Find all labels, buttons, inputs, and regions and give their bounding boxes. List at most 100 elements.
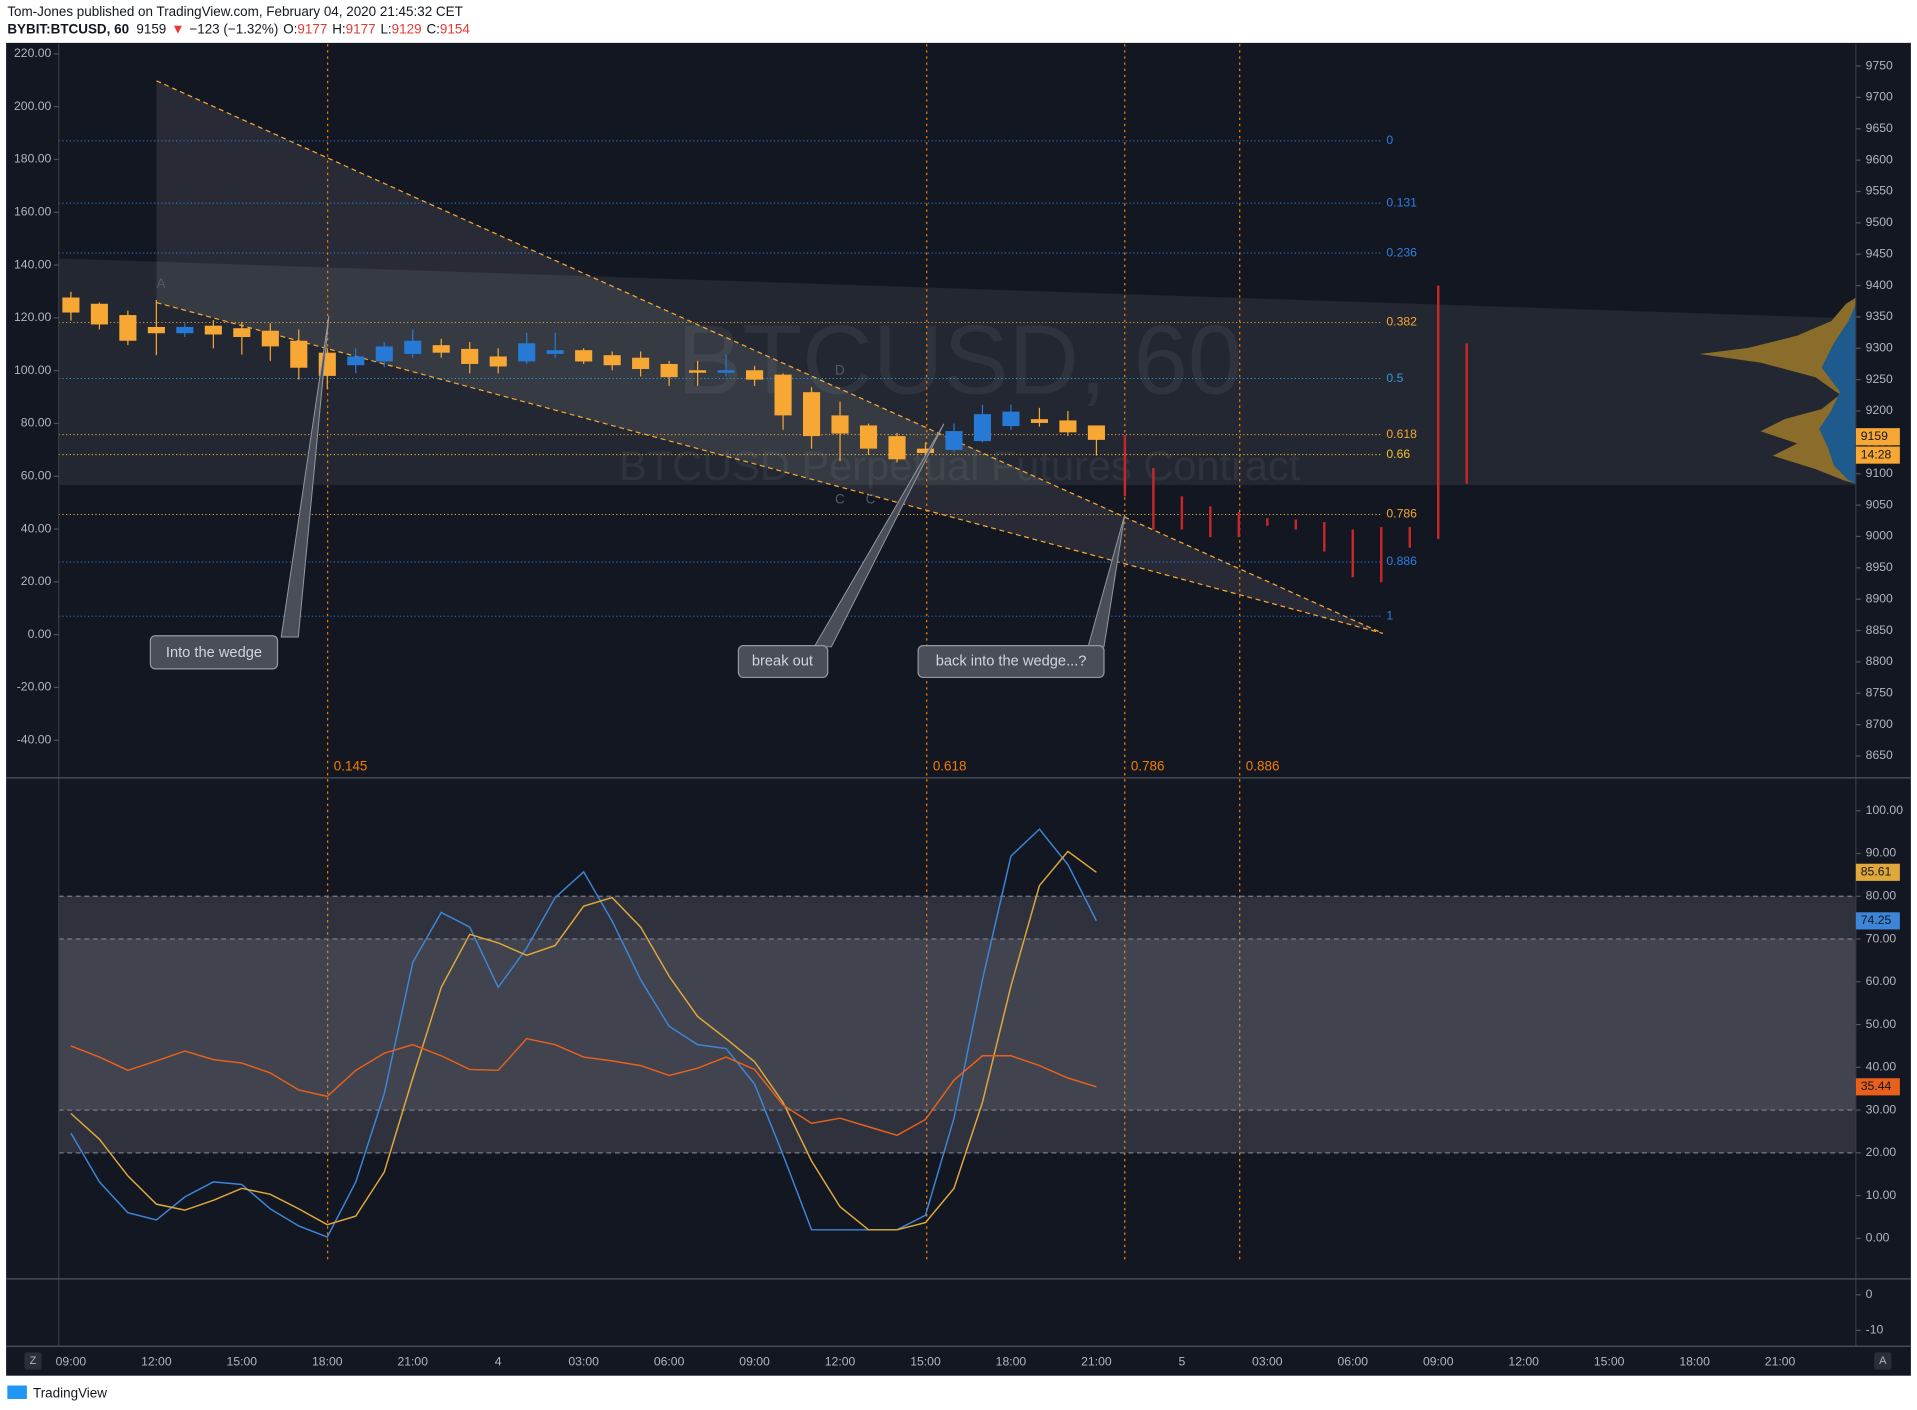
x-tick-label: 09:00: [56, 1354, 87, 1368]
last-value-label: 85.61: [1861, 865, 1892, 879]
y-tick-label: 8800: [1866, 654, 1893, 668]
volume-profile: [1699, 297, 1856, 484]
candle-body: [774, 374, 792, 416]
author-line: Tom-Jones published on TradingView.com, …: [7, 4, 462, 19]
y-tick-label: 9250: [1866, 372, 1893, 386]
callout-text: Into the wedge: [166, 645, 262, 661]
y-tick-label: 8650: [1866, 748, 1893, 762]
watermark: BTCUSD, 60: [677, 304, 1242, 414]
candle-body: [888, 436, 906, 460]
candle-body: [1002, 411, 1020, 427]
candle-body: [660, 363, 678, 378]
y2-tick-label: 60.00: [21, 468, 52, 482]
countdown-box: [1855, 446, 1900, 464]
candle-body: [489, 356, 507, 367]
fib-label: 0.5: [1386, 371, 1403, 385]
candle-body: [119, 315, 137, 341]
y-tick-label: 9000: [1866, 529, 1893, 543]
y-tick-label: 0.00: [1866, 1231, 1890, 1245]
candle-body: [261, 330, 279, 347]
fib-label: 1: [1386, 608, 1393, 622]
toolbar-button-label[interactable]: Z: [30, 1355, 37, 1367]
candle-body: [859, 425, 878, 449]
ohlc-value: 9129: [392, 21, 422, 36]
y-tick-label: 0: [1866, 1287, 1873, 1301]
y2-tick-label: 80.00: [21, 416, 52, 430]
volume-profile-value: [1819, 303, 1856, 484]
y2-tick-label: 40.00: [21, 521, 52, 535]
point-label: A: [156, 276, 165, 291]
y-tick-label: 40.00: [1866, 1060, 1897, 1074]
callout-box: [149, 635, 279, 670]
fib-label: 0.786: [1386, 507, 1417, 521]
range-band: [58, 258, 1856, 486]
change: −123 (−1.32%): [189, 21, 278, 36]
x-tick-label: 21:00: [1081, 1354, 1112, 1368]
y-tick-label: 30.00: [1866, 1102, 1897, 1116]
brand: TradingView: [33, 1386, 107, 1401]
candle-body: [90, 303, 108, 325]
y-tick-label: 100.00: [1866, 803, 1904, 817]
x-tick-label: 15:00: [910, 1354, 941, 1368]
x-tick-label: 15:00: [227, 1354, 258, 1368]
y2-tick-label: 100.00: [14, 363, 52, 377]
toolbar-button[interactable]: [24, 1352, 42, 1370]
last-value-label: 35.44: [1861, 1079, 1892, 1093]
y2-tick-label: 120.00: [14, 310, 52, 324]
y2-tick-label: 200.00: [14, 99, 52, 113]
candle-body: [347, 356, 365, 366]
fib-label: 0.131: [1386, 195, 1417, 209]
candle-body: [802, 392, 821, 437]
y-tick-label: 8850: [1866, 623, 1893, 637]
direction: ▼: [171, 21, 184, 36]
last-price: 9159: [136, 21, 166, 36]
candle-body: [689, 370, 707, 373]
y-tick-label: 9200: [1866, 403, 1893, 417]
candle-body: [62, 297, 80, 313]
x-tick-label: 18:00: [1679, 1354, 1710, 1368]
ohlc-value: 9177: [297, 21, 327, 36]
x-tick-label: 12:00: [141, 1354, 172, 1368]
candle-body: [1087, 425, 1105, 440]
toolbar-button-label[interactable]: A: [1879, 1355, 1887, 1367]
fib-label: 0.618: [1386, 427, 1417, 441]
time-fib-label: 0.786: [1131, 758, 1165, 773]
y-tick-label: 9550: [1866, 184, 1893, 198]
candle-body: [575, 350, 593, 362]
fib-layer: 0 0.131 0.236 0.382 0.5 0.618 0.66 0.786 0.886 1: [58, 133, 1417, 622]
wedge-upper: [156, 80, 1383, 634]
candle-body: [233, 328, 251, 338]
x-tick-label: 18:00: [312, 1354, 343, 1368]
drawings: [58, 80, 1856, 634]
wedge-lower: [156, 301, 1383, 634]
last-price-box: [1855, 428, 1900, 446]
chart-frame: [6, 42, 1911, 1376]
series-line: [70, 828, 1098, 1239]
toolbar-button[interactable]: [1874, 1352, 1892, 1370]
y2-tick-label: -40.00: [17, 732, 52, 746]
y-tick-label: 8950: [1866, 560, 1893, 574]
y2-tick-label: 0.00: [28, 627, 52, 641]
y-tick-label: 9500: [1866, 215, 1893, 229]
y-tick-label: 80.00: [1866, 889, 1897, 903]
y2-tick-label: 220.00: [14, 46, 52, 60]
point-label: C: [835, 491, 845, 506]
fib-label: 0: [1386, 133, 1393, 147]
marks: [58, 285, 1856, 1239]
point-label: D: [835, 363, 845, 378]
y-tick-label: 8750: [1866, 685, 1893, 699]
last-value-box: [1855, 863, 1900, 881]
fib-label: 0.66: [1386, 447, 1410, 461]
symbol-line: BYBIT:BTCUSD, 60 9159 ▼ −123 (−1.32%) O:9177…: [7, 21, 470, 36]
fib-label: 0.886: [1386, 554, 1417, 568]
time-fib-label: 0.618: [933, 758, 967, 773]
y2-tick-label: 140.00: [14, 257, 52, 271]
y-tick-label: 8700: [1866, 717, 1893, 731]
watermark-layer: BTCUSD, 60 BTCUSD Perpetual Futures Cont…: [619, 304, 1301, 489]
last-price-label: 9159: [1861, 429, 1888, 443]
y-tick-label: 20.00: [1866, 1145, 1897, 1159]
annotations: A D C C Into the wedge break out back in…: [149, 276, 1126, 679]
x-tick-label: 21:00: [1765, 1354, 1796, 1368]
y2-tick-label: 160.00: [14, 204, 52, 218]
x-tick-label: 15:00: [1594, 1354, 1625, 1368]
